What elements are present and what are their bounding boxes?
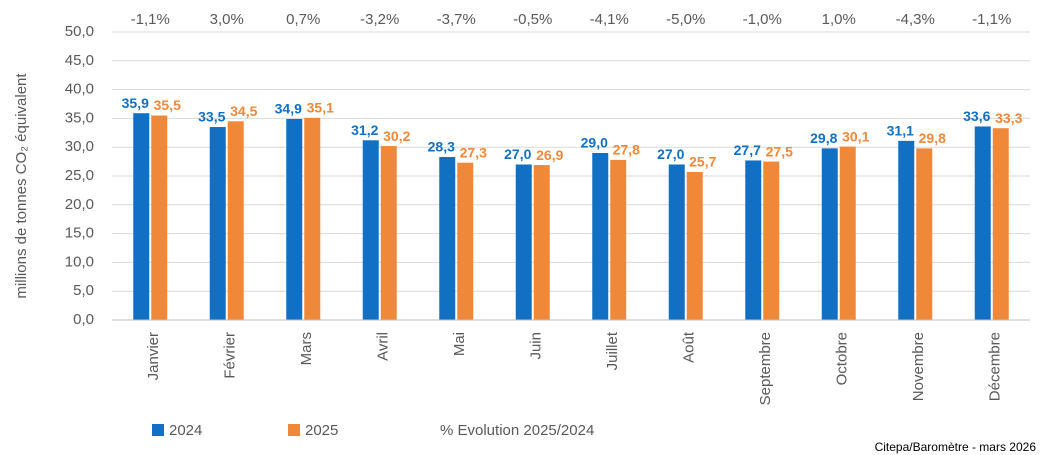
x-tick-label: Janvier [145,332,162,380]
legend-label: 2024 [169,422,202,439]
value-label: 25,7 [689,154,716,170]
y-tick-label: 15,0 [65,225,94,242]
bar [209,127,226,320]
x-tick-label: Juillet [604,331,621,370]
bar [286,118,303,320]
value-label: 27,0 [657,146,684,162]
x-tick-label: Septembre [757,332,774,405]
evolution-label: -0,5% [513,11,552,28]
bar [592,152,609,320]
bar [533,165,550,320]
bar [133,113,150,320]
value-label: 33,3 [995,110,1022,126]
x-tick-label: Avril [375,332,392,361]
bar [362,140,379,320]
value-label: 28,3 [428,139,455,155]
y-tick-label: 20,0 [65,196,94,213]
bar [916,148,933,320]
y-tick-label: 25,0 [65,167,94,184]
x-tick-label: Novembre [910,332,927,401]
evolution-label: -1,1% [972,11,1011,28]
legend-swatch [288,424,300,436]
source: Citepa/Baromètre - mars 2026 [875,440,1037,454]
y-tick-label: 50,0 [65,23,94,40]
evolution-label: -5,0% [666,11,705,28]
bar [439,156,456,320]
bar [457,162,474,320]
value-label: 27,0 [504,146,531,162]
value-label: 35,9 [122,95,149,111]
y-tick-label: 30,0 [65,138,94,155]
evolution-label: -1,1% [131,11,170,28]
x-tick-label: Février [222,332,239,379]
bar [686,171,703,320]
value-label: 27,5 [766,143,793,159]
y-tick-label: 5,0 [73,282,94,299]
x-tick-label: Décembre [987,332,1004,401]
bar [227,121,244,320]
bar [839,146,856,320]
evolution-label: 1,0% [822,11,856,28]
evolution-label: -1,0% [743,11,782,28]
bar [821,148,838,320]
evolution-label: -3,7% [437,11,476,28]
bar [763,161,780,320]
value-label: 29,0 [581,135,608,151]
bar [380,146,397,320]
value-label: 29,8 [919,130,946,146]
evolution-label: 3,0% [210,11,244,28]
evolution-label: -3,2% [360,11,399,28]
y-tick-label: 45,0 [65,52,94,69]
value-label: 35,5 [154,97,181,113]
value-label: 34,9 [275,101,302,117]
value-label: 27,7 [734,142,761,158]
evolution-label: -4,3% [896,11,935,28]
y-tick-label: 10,0 [65,253,94,270]
value-label: 35,1 [307,100,334,116]
evolution-label: 0,7% [286,11,320,28]
bar [668,164,685,320]
bar [992,128,1009,320]
x-tick-label: Août [681,331,698,363]
y-tick-label: 35,0 [65,109,94,126]
bar [610,159,627,320]
x-tick-label: Juin [528,332,545,360]
value-label: 29,8 [810,130,837,146]
x-tick-label: Mai [451,332,468,356]
value-label: 26,9 [536,147,563,163]
bar [898,140,915,320]
value-label: 30,1 [842,128,869,144]
legend-swatch [152,424,164,436]
value-label: 33,6 [963,108,990,124]
value-label: 31,2 [351,122,378,138]
x-tick-label: Mars [298,332,315,365]
legend-label: % Evolution 2025/2024 [440,422,594,439]
value-label: 31,1 [887,123,914,139]
y-axis-label: millions de tonnes CO₂ équivalent [13,73,30,299]
bar [304,117,321,320]
value-label: 33,5 [198,109,225,125]
value-label: 30,2 [383,128,410,144]
y-tick-label: 40,0 [65,81,94,98]
bar [515,164,532,320]
evolution-label: -4,1% [590,11,629,28]
value-label: 27,8 [613,142,640,158]
bar [974,126,991,321]
y-tick-label: 0,0 [73,311,94,328]
bar [745,160,762,320]
legend-label: 2025 [305,422,338,439]
value-label: 34,5 [230,103,257,119]
bar [151,115,168,321]
x-tick-label: Octobre [834,332,851,385]
value-label: 27,3 [460,144,487,160]
